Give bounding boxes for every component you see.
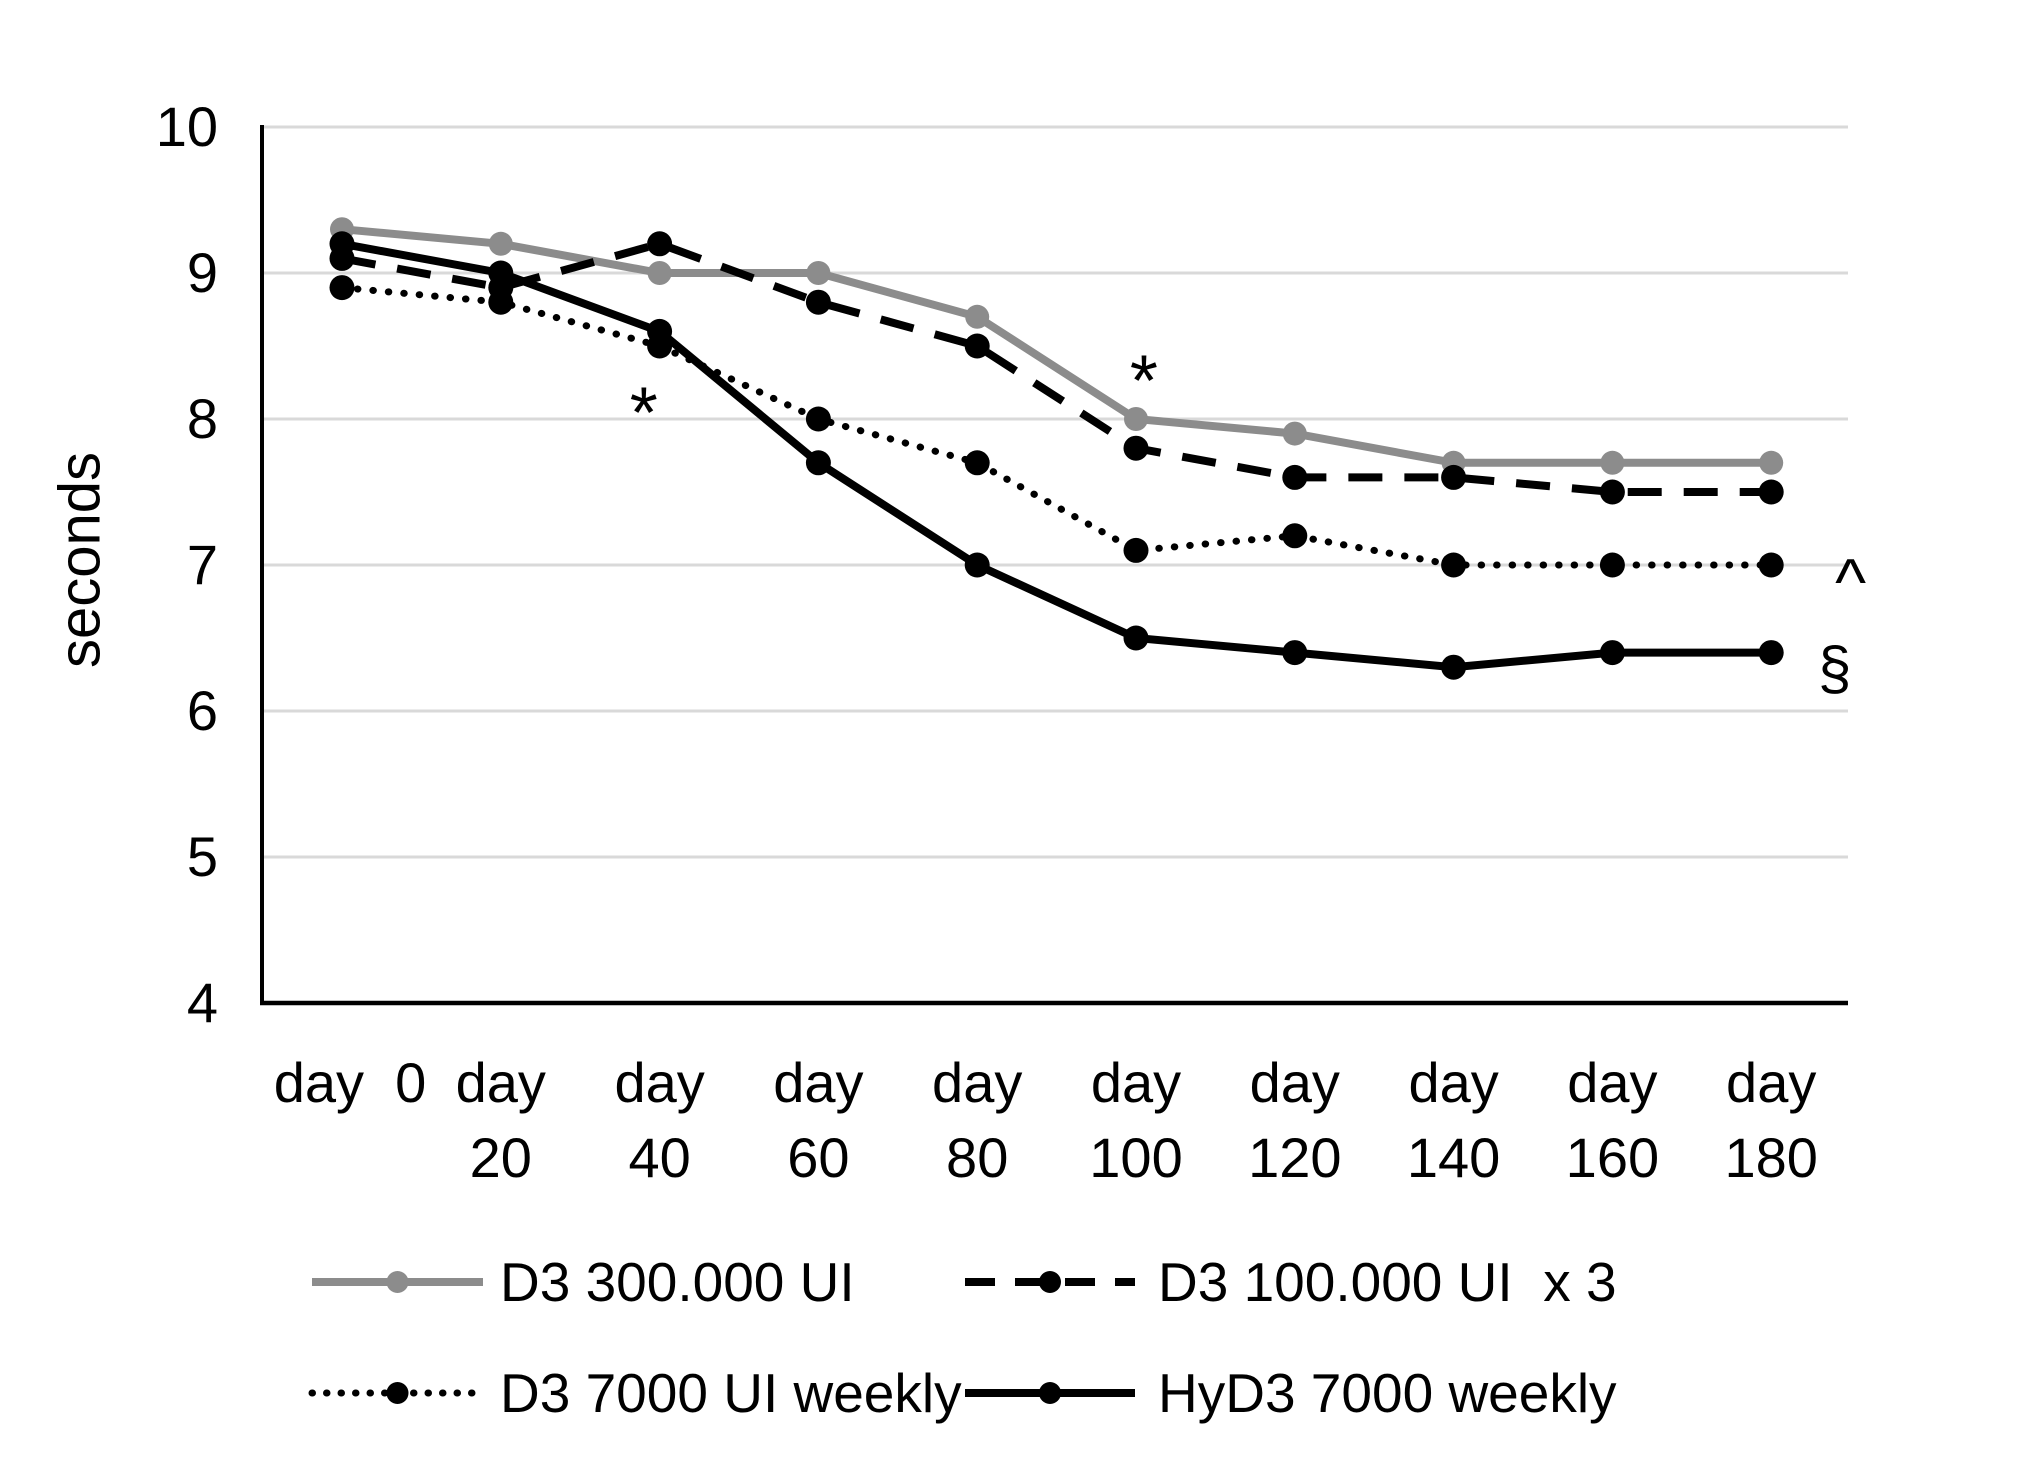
series-line-hyd3-7000-weekly [341,239,1772,672]
data-point-d3-100000-ui-x-3 [964,333,990,359]
x-tick-label: day 100 [1089,1051,1182,1189]
annotation-caret: ^ [1835,544,1866,618]
data-point-d3-100000-ui-x-3 [1123,435,1149,461]
legend-label: HyD3 7000 weekly [1158,1362,1617,1424]
x-tick-label-line1: day [1091,1051,1181,1114]
data-point-d3-100000-ui-x-3 [1599,479,1625,505]
y-tick-label: 6 [187,679,218,742]
x-tick-label-line1: day [932,1051,1022,1114]
x-tick-label: day 20 [456,1051,546,1189]
x-tick-label-line1: day [614,1051,704,1114]
data-point-hyd3-7000-weekly [647,318,673,344]
data-point-hyd3-7000-weekly [964,552,990,578]
data-point-d3-7000-ui-weekly [1123,537,1149,563]
x-tick-label-line1: day [1726,1051,1816,1114]
legend-item-d3-7000-ui-weekly: D3 7000 UI weekly [308,1362,962,1424]
data-point-hyd3-7000-weekly [329,231,355,257]
legend-item-hyd3-7000-weekly: HyD3 7000 weekly [965,1362,1617,1424]
y-tick-label: 5 [187,825,218,888]
data-point-d3-300000-ui [965,304,990,329]
x-tick-label: day 160 [1566,1051,1659,1189]
data-point-d3-7000-ui-weekly [1758,552,1784,578]
y-tick-label: 7 [187,533,218,596]
x-tick-label-line2: 100 [1089,1126,1182,1189]
x-tick-label: day 80 [932,1051,1022,1189]
x-tick-label-line2: 20 [470,1126,532,1189]
data-point-hyd3-7000-weekly [488,260,514,286]
x-tick-label-line2: 80 [946,1126,1008,1189]
x-tick-label-line1: day [456,1051,546,1114]
data-point-d3-300000-ui [647,261,672,285]
x-tick-label-line1: day [1408,1051,1498,1114]
y-tick-label: 4 [187,971,218,1034]
data-point-d3-7000-ui-weekly [1282,523,1308,549]
legend-item-d3-100000-ui-x-3: D3 100.000 UI x 3 [965,1251,1617,1313]
series-line-d3-7000-ui-weekly [338,284,1775,569]
data-point-d3-300000-ui [1600,450,1625,475]
x-tick-label-line2: 60 [787,1126,849,1189]
data-point-d3-100000-ui-x-3 [647,231,673,257]
annotation-asterisk: * [630,373,658,453]
x-tick-label: day 140 [1407,1051,1500,1189]
legend-marker [386,1271,409,1293]
legend-marker [1039,1271,1061,1293]
data-point-d3-7000-ui-weekly [329,275,355,301]
data-point-d3-100000-ui-x-3 [1758,479,1784,505]
data-point-hyd3-7000-weekly [1282,640,1308,666]
legend-label: D3 100.000 UI x 3 [1158,1251,1617,1313]
x-tick-label: day 180 [1724,1051,1817,1189]
series-line-d3-300000-ui [341,225,1772,467]
x-tick-label-line2: 40 [628,1126,690,1189]
series-line-d3-100000-ui-x-3 [341,239,1772,496]
data-point-d3-7000-ui-weekly [488,289,514,315]
data-point-hyd3-7000-weekly [1123,625,1149,651]
data-point-hyd3-7000-weekly [805,450,831,476]
data-point-d3-100000-ui-x-3 [1441,464,1467,490]
x-tick-label-line1: day [773,1051,863,1114]
x-tick-label-line2: 180 [1724,1126,1817,1189]
data-point-d3-300000-ui [1124,407,1148,431]
y-tick-label: 9 [187,241,218,304]
x-tick-label: day 0 [274,1051,427,1114]
data-point-d3-100000-ui-x-3 [805,289,831,315]
data-point-d3-300000-ui [1759,450,1784,475]
data-point-hyd3-7000-weekly [1441,654,1467,680]
x-tick-label-line2: 140 [1407,1126,1500,1189]
data-point-d3-300000-ui [806,261,831,285]
y-tick-label: 10 [156,95,218,158]
x-tick-label-line1: day [1250,1051,1340,1114]
x-tick-label-line1: day [1567,1051,1657,1114]
legend-marker [1039,1382,1061,1404]
annotation-section: § [1818,634,1851,701]
data-point-d3-7000-ui-weekly [1599,552,1625,578]
legend-label: D3 7000 UI weekly [500,1362,962,1424]
data-point-hyd3-7000-weekly [1599,640,1625,666]
data-point-d3-100000-ui-x-3 [1282,464,1308,490]
x-tick-label: day 120 [1248,1051,1341,1189]
x-tick-label: day 40 [614,1051,704,1189]
data-point-d3-7000-ui-weekly [805,406,831,432]
legend-label: D3 300.000 UI [500,1251,855,1313]
x-tick-label: day 60 [773,1051,863,1189]
annotation-asterisk: * [1130,341,1158,421]
x-tick-label-line2: 120 [1248,1126,1341,1189]
legend-marker [386,1382,409,1404]
legend-item-d3-300000-ui: D3 300.000 UI [312,1251,855,1313]
data-point-d3-300000-ui [488,231,513,256]
data-point-d3-300000-ui [1282,421,1307,446]
x-tick-label-line2: 160 [1566,1126,1659,1189]
data-point-hyd3-7000-weekly [1758,640,1784,666]
data-point-d3-7000-ui-weekly [964,450,990,476]
data-point-d3-7000-ui-weekly [1441,552,1467,578]
y-tick-label: 8 [187,387,218,450]
